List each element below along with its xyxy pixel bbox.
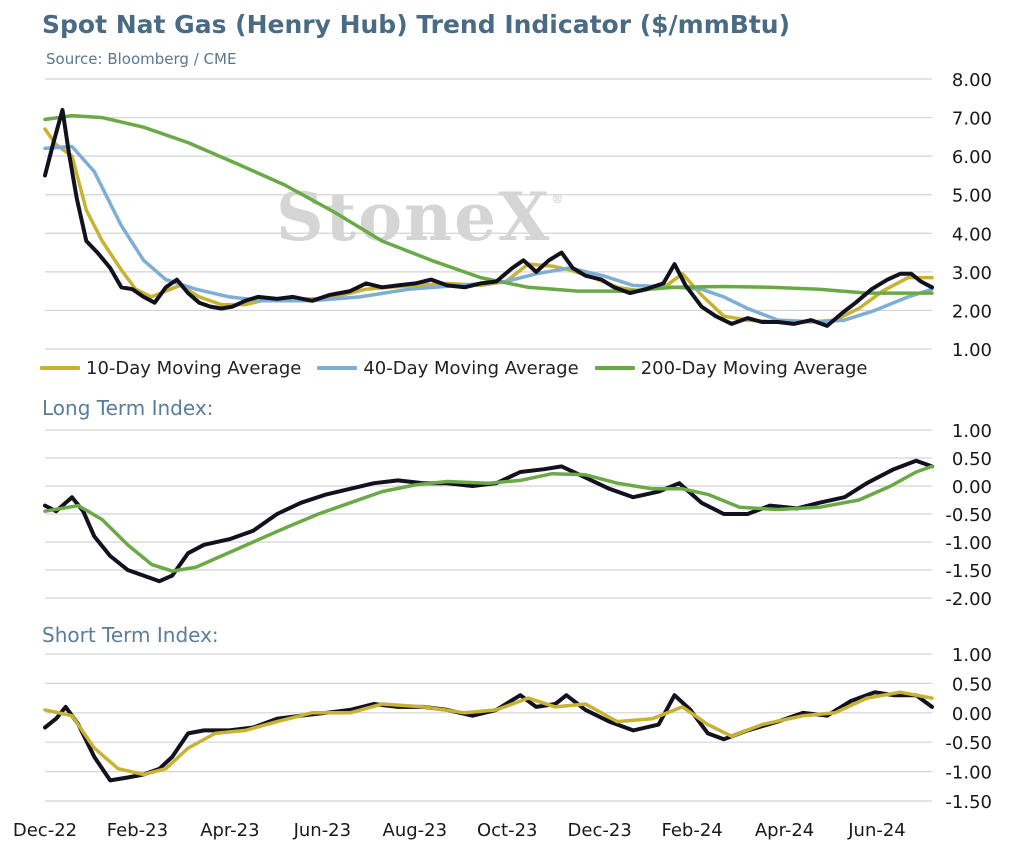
legend-swatch-10-day [40,366,80,370]
legend-item-10-day: 10-Day Moving Average [40,358,301,379]
series-line-price-ma10 [43,127,934,324]
y-tick-label: 5.00 [952,186,992,207]
y-tick-label: 1.00 [952,340,992,361]
legend-swatch-200-day [594,366,635,370]
short-term-panel: 1.00 0.50 0.00 -0.50 -1.00 -1.50 [43,645,992,813]
y-tick-label: 7.00 [952,109,992,130]
y-tick-label: 0.00 [952,477,992,498]
x-tick-label: Oct-23 [477,820,538,841]
chart-title: Spot Nat Gas (Henry Hub) Trend Indicator… [42,10,791,39]
x-tick-label: Dec-23 [568,820,632,841]
short-term-index-title: Short Term Index: [42,623,219,647]
legend-swatch-40-day [317,366,358,370]
x-tick-label: Dec-22 [13,820,77,841]
x-tick-label: Jun-23 [293,820,352,841]
price-legend: 10-Day Moving Average 40-Day Moving Aver… [40,356,867,380]
y-tick-label: 4.00 [952,224,992,245]
y-tick-label: 2.00 [952,301,992,322]
y-tick-label: 0.00 [952,704,992,725]
x-tick-label: Feb-24 [661,820,722,841]
y-tick-label: -1.00 [945,763,992,784]
series-line-long-long_ma [43,464,934,573]
y-tick-label: -0.50 [945,505,992,526]
legend-label-40-day: 40-Day Moving Average [363,357,579,379]
price-panel: 8.00 7.00 6.00 5.00 4.00 3.00 2.00 1.00 [43,70,992,361]
series-line-long-price [43,458,934,584]
series-line-short-price [43,690,934,783]
y-tick-label: -1.00 [945,533,992,554]
registered-mark: ® [551,192,566,206]
long-term-index-title: Long Term Index: [42,396,214,420]
x-tick-label: Jun-24 [847,820,906,841]
y-tick-label: 6.00 [952,147,992,168]
stonex-watermark-logo: StoneX® [276,178,565,256]
y-tick-label: -1.50 [945,792,992,813]
series-line-price-ma200 [43,113,934,295]
series-line-price-ma40 [43,144,934,324]
legend-item-40-day: 40-Day Moving Average [317,357,579,379]
y-tick-label: -1.50 [945,561,992,582]
x-tick-label: Feb-23 [107,820,168,841]
y-tick-label: 8.00 [952,70,992,91]
series-line-price-price [43,107,934,328]
x-tick-label: Apr-23 [200,820,259,841]
series-line-short-short_ma [43,690,934,777]
legend-label-200-day: 200-Day Moving Average [640,357,868,379]
y-tick-label: 0.50 [952,449,992,470]
y-tick-label: -0.50 [945,733,992,754]
source-note: Source: Bloomberg / CME [46,50,237,68]
x-tick-label: Apr-24 [755,820,814,841]
y-tick-label: -2.00 [945,589,992,610]
legend-label-10-day: 10-Day Moving Average [86,357,302,379]
watermark-text: StoneX [276,178,552,256]
y-tick-label: 1.00 [952,421,992,442]
legend-item-200-day: 200-Day Moving Average [594,357,868,379]
long-term-panel: 1.00 0.50 0.00 -0.50 -1.00 -1.50 -2.00 [43,421,992,610]
y-tick-label: 0.50 [952,674,992,695]
x-tick-label: Aug-23 [383,820,448,841]
y-tick-label: 3.00 [952,263,992,284]
y-tick-label: 1.00 [952,645,992,666]
